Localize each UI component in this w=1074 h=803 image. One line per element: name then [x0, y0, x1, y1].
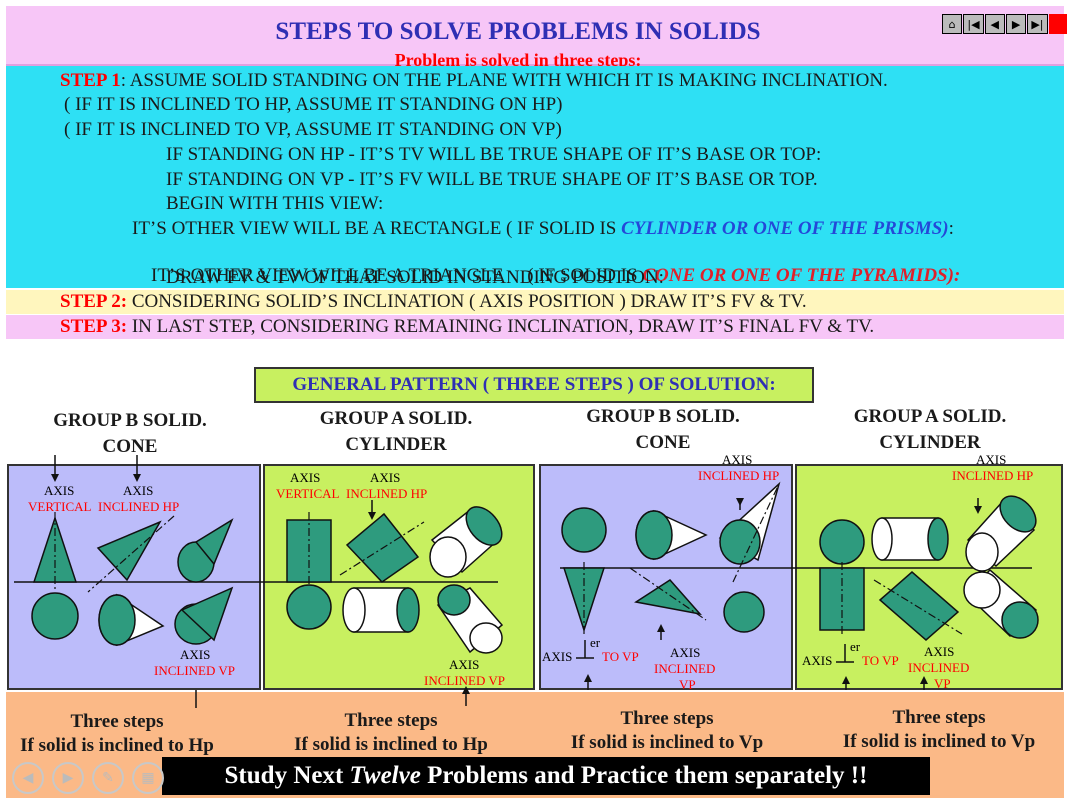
step1-line-8: IT’S OTHER VIEW WILL BE A TRIANGLE ( IF … [151, 265, 961, 286]
home-icon[interactable]: ⌂ [942, 14, 963, 34]
p4-er: er [850, 639, 861, 654]
back-control-icon[interactable]: ◀ [12, 762, 44, 794]
presentation-controls: ◀ ▶ ✎ ▦ [12, 762, 164, 794]
step3-text: IN LAST STEP, CONSIDERING REMAINING INCL… [127, 316, 875, 337]
forward-control-icon[interactable]: ▶ [52, 762, 84, 794]
prev-slide-icon[interactable]: ◀ [984, 14, 1005, 34]
three-steps-2: Three steps If solid is inclined to Hp [294, 710, 488, 755]
step3-band: STEP 3: IN LAST STEP, CONSIDERING REMAIN… [6, 315, 1064, 339]
panel4-drawings [819, 495, 1039, 690]
panel1-drawings [31, 455, 234, 708]
group-heading-4: GROUP A SOLID. CYLINDER [853, 406, 1007, 453]
p3-vp: VP [679, 677, 696, 689]
step2-band: STEP 2: CONSIDERING SOLID’S INCLINATION … [6, 290, 1064, 314]
three-steps-4: Three steps If solid is inclined to Vp [842, 707, 1036, 752]
p2-vertical: VERTICAL [276, 486, 340, 501]
first-slide-icon[interactable]: |◀ [963, 14, 984, 34]
slides-control-icon[interactable]: ▦ [132, 762, 164, 794]
p4-inclined-hp: INCLINED HP [952, 468, 1034, 483]
three-steps-1: Three steps If solid is inclined to Hp [20, 711, 214, 756]
step1-line-1: STEP 1: ASSUME SOLID STANDING ON THE PLA… [60, 70, 888, 91]
p1-axis-3: AXIS [180, 647, 211, 662]
step3-label: STEP 3: [60, 316, 128, 337]
p3-inclined-hp: INCLINED HP [698, 468, 780, 483]
step1-band: STEP 1: ASSUME SOLID STANDING ON THE PLA… [6, 66, 1064, 288]
step1-line-2: ( IF IT IS INCLINED TO HP, ASSUME IT STA… [64, 94, 563, 115]
group-heading-2: GROUP A SOLID. CYLINDER [319, 408, 473, 455]
group-heading-1: GROUP B SOLID. CONE [53, 410, 207, 457]
p1-vertical: VERTICAL [28, 499, 92, 514]
p1-axis-1: AXIS [44, 483, 75, 498]
last-slide-icon[interactable]: ▶| [1027, 14, 1048, 34]
stop-icon[interactable] [1048, 14, 1068, 34]
step2-text: CONSIDERING SOLID’S INCLINATION ( AXIS P… [127, 291, 807, 312]
p3-axis-1: AXIS [722, 452, 753, 467]
panel2-drawings [286, 500, 504, 706]
p4-inclined: INCLINED [908, 660, 970, 675]
p4-axis-3: AXIS [924, 644, 955, 659]
p1-inclined-vp: INCLINED VP [154, 663, 236, 678]
three-steps-3: Three steps If solid is inclined to Vp [570, 708, 764, 753]
step1-line-4: IF STANDING ON HP - IT’S TV WILL BE TRUE… [166, 144, 822, 165]
p2-inclined-vp: INCLINED VP [424, 673, 506, 688]
step1-line-3: ( IF IT IS INCLINED TO VP, ASSUME IT STA… [64, 119, 562, 140]
cone-fv-inclined [96, 520, 162, 582]
p3-inclined: INCLINED [654, 661, 716, 676]
p3-axis-2: AXIS [542, 649, 573, 664]
step1-line-5: IF STANDING ON VP - IT’S FV WILL BE TRUE… [166, 169, 818, 190]
p4-to-vp: TO VP [862, 653, 899, 668]
p2-axis-1: AXIS [290, 470, 321, 485]
step2-label: STEP 2: [60, 291, 128, 312]
group-heading-3: GROUP B SOLID. CONE [586, 406, 740, 453]
slide-nav-bar: ⌂ |◀ ◀ ▶ ▶| [942, 14, 1068, 34]
p1-inclined-hp: INCLINED HP [98, 499, 180, 514]
p2-inclined-hp: INCLINED HP [346, 486, 428, 501]
p3-to-vp: TO VP [602, 649, 639, 664]
next-slide-icon[interactable]: ▶ [1005, 14, 1027, 34]
step1-line-6: BEGIN WITH THIS VIEW: [166, 193, 384, 214]
page-subtitle: Problem is solved in three steps: [394, 50, 642, 70]
pen-control-icon[interactable]: ✎ [92, 762, 124, 794]
page-title: STEPS TO SOLVE PROBLEMS IN SOLIDS [275, 18, 761, 45]
p2-axis-3: AXIS [449, 657, 480, 672]
step1-label: STEP 1 [60, 70, 121, 91]
header-band: STEPS TO SOLVE PROBLEMS IN SOLIDS Proble… [6, 6, 1068, 70]
panel3-drawings [561, 481, 781, 690]
p4-vp: VP [934, 676, 951, 691]
p3-axis-3: AXIS [670, 645, 701, 660]
p4-axis-1: AXIS [976, 452, 1007, 467]
p4-axis-2: AXIS [802, 653, 833, 668]
p3-er: er [590, 635, 601, 650]
p1-axis-2: AXIS [123, 483, 154, 498]
study-banner: Study Next Twelve Problems and Practice … [162, 757, 930, 795]
p2-axis-2: AXIS [370, 470, 401, 485]
cone-tv-circle [31, 592, 79, 640]
step1-line-9: DRAW FV & TV OF THAT SOLID IN STANDING P… [166, 267, 664, 288]
general-pattern-box: GENERAL PATTERN ( THREE STEPS ) OF SOLUT… [254, 367, 814, 403]
step1-line-7: IT’S OTHER VIEW WILL BE A RECTANGLE ( IF… [132, 218, 954, 239]
